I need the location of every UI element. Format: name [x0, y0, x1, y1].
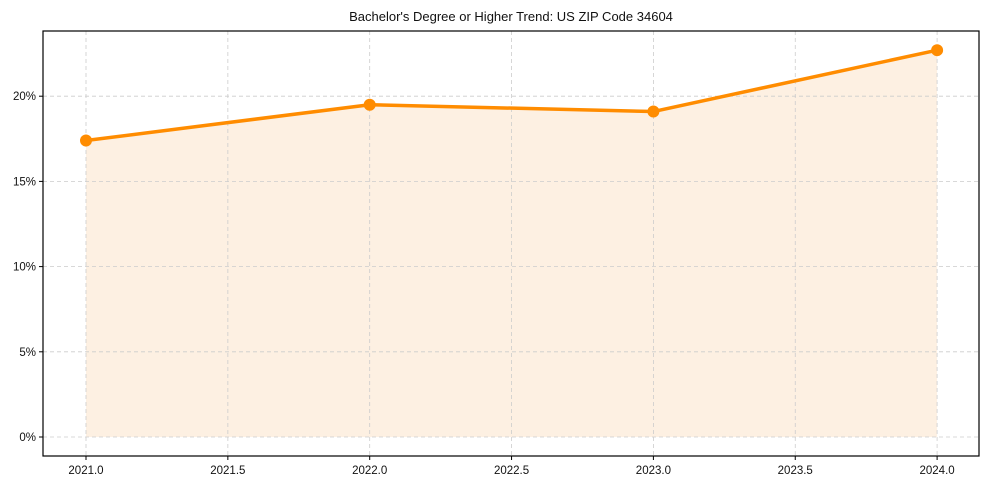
series-line: [84, 48, 939, 143]
y-tick-label: 0%: [19, 432, 36, 444]
data-point-marker: [363, 98, 376, 111]
axes-frame: [42, 30, 980, 457]
x-tick-label: 2024.0: [920, 465, 955, 477]
y-axis: 0% 5% 10% 15% 20%: [13, 91, 43, 444]
grid-lines: [43, 31, 979, 456]
chart-title: Bachelor's Degree or Higher Trend: US ZI…: [349, 9, 673, 24]
y-tick-label: 10%: [13, 262, 36, 274]
x-axis: 2021.0 2021.5 2022.0 2022.5 2023.0 2023.5 2024…: [68, 456, 955, 477]
data-point-marker: [931, 44, 944, 57]
x-tick-label: 2023.5: [778, 465, 813, 477]
data-point-marker: [647, 105, 660, 118]
x-tick-label: 2022.5: [494, 465, 529, 477]
y-tick-label: 15%: [13, 176, 36, 188]
y-tick-label: 20%: [13, 91, 36, 103]
x-tick-label: 2021.5: [210, 465, 245, 477]
data-markers: [80, 44, 944, 147]
data-point-marker: [80, 134, 92, 147]
y-tick-label: 5%: [19, 347, 36, 359]
x-tick-label: 2022.0: [352, 465, 387, 477]
x-tick-label: 2021.0: [68, 465, 103, 477]
x-tick-label: 2023.0: [636, 465, 671, 477]
plot-area: [42, 30, 980, 457]
